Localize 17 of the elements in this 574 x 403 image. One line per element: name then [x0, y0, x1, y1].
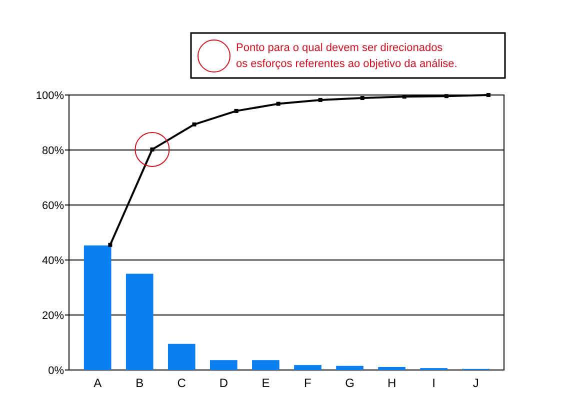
x-tick-label: B [136, 376, 144, 390]
x-tick-label: D [219, 376, 228, 390]
x-tick-label: A [94, 376, 102, 390]
text: Ponto para o qual devem ser direcionados os esforços referentes ao objetivo da análise. [236, 42, 458, 70]
x-tick-label: F [304, 376, 312, 390]
y-tick-label: 80% [42, 144, 64, 157]
x-tick-label: H [387, 376, 396, 390]
y-tick-label: 60% [42, 200, 64, 212]
x-tick-label: J [472, 376, 479, 390]
x-tick-label: E [262, 376, 270, 390]
x-tick-label: C [177, 376, 186, 390]
x-tick-label: I [432, 376, 436, 390]
y-tick-label: 20% [42, 310, 64, 322]
y-tick-label: 100% [36, 90, 64, 102]
y-tick-label: 40% [42, 254, 64, 267]
y-tick-label: 0% [48, 364, 64, 377]
x-tick-label: G [345, 376, 354, 390]
